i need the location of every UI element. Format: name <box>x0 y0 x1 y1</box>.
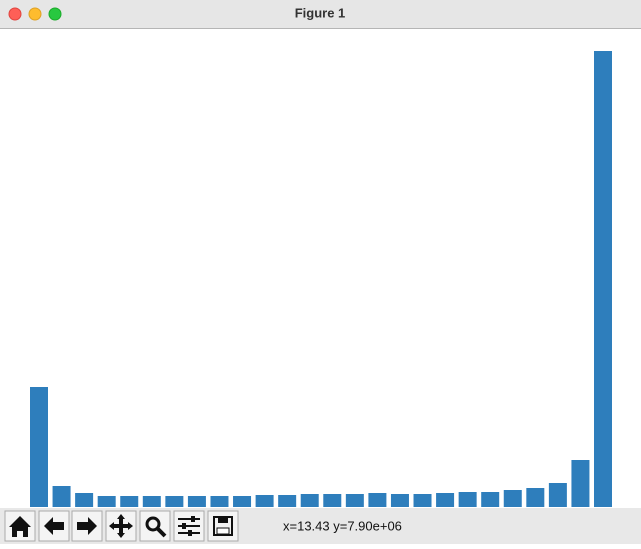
bar <box>548 483 567 507</box>
figure-canvas <box>0 29 641 508</box>
minimize-button[interactable] <box>28 7 42 21</box>
bar <box>255 495 274 507</box>
title-bar <box>0 0 641 28</box>
toolbar-buttons <box>4 510 239 542</box>
configure-button[interactable] <box>173 510 205 542</box>
bar <box>594 51 612 507</box>
pan-button[interactable] <box>105 510 137 542</box>
bar <box>571 460 590 507</box>
back-button[interactable] <box>38 510 70 542</box>
bar <box>481 492 500 507</box>
bar <box>526 488 545 507</box>
bar <box>458 492 477 507</box>
bar <box>187 496 206 507</box>
bar <box>278 495 297 507</box>
home-button[interactable] <box>4 510 36 542</box>
status-text: x=13.43 y=7.90e+06 <box>283 518 402 533</box>
bar <box>323 494 342 507</box>
zoom-button[interactable] <box>48 7 62 21</box>
save-button[interactable] <box>207 510 239 542</box>
bar <box>503 490 522 507</box>
forward-button[interactable] <box>71 510 103 542</box>
bar <box>97 496 116 507</box>
bar <box>390 494 409 507</box>
bar <box>413 494 432 507</box>
bar <box>52 486 71 507</box>
bar <box>30 387 48 507</box>
bar <box>300 494 319 507</box>
zoom-rect-button[interactable] <box>139 510 171 542</box>
close-button[interactable] <box>8 7 22 21</box>
bar <box>210 496 229 507</box>
bar <box>233 496 252 507</box>
bar <box>75 493 94 507</box>
bar <box>436 493 455 507</box>
bar <box>165 496 184 507</box>
bar <box>142 496 161 507</box>
bar <box>120 496 139 507</box>
window-title: Figure 1 <box>295 5 346 20</box>
bar <box>368 493 387 507</box>
bar <box>345 494 364 507</box>
